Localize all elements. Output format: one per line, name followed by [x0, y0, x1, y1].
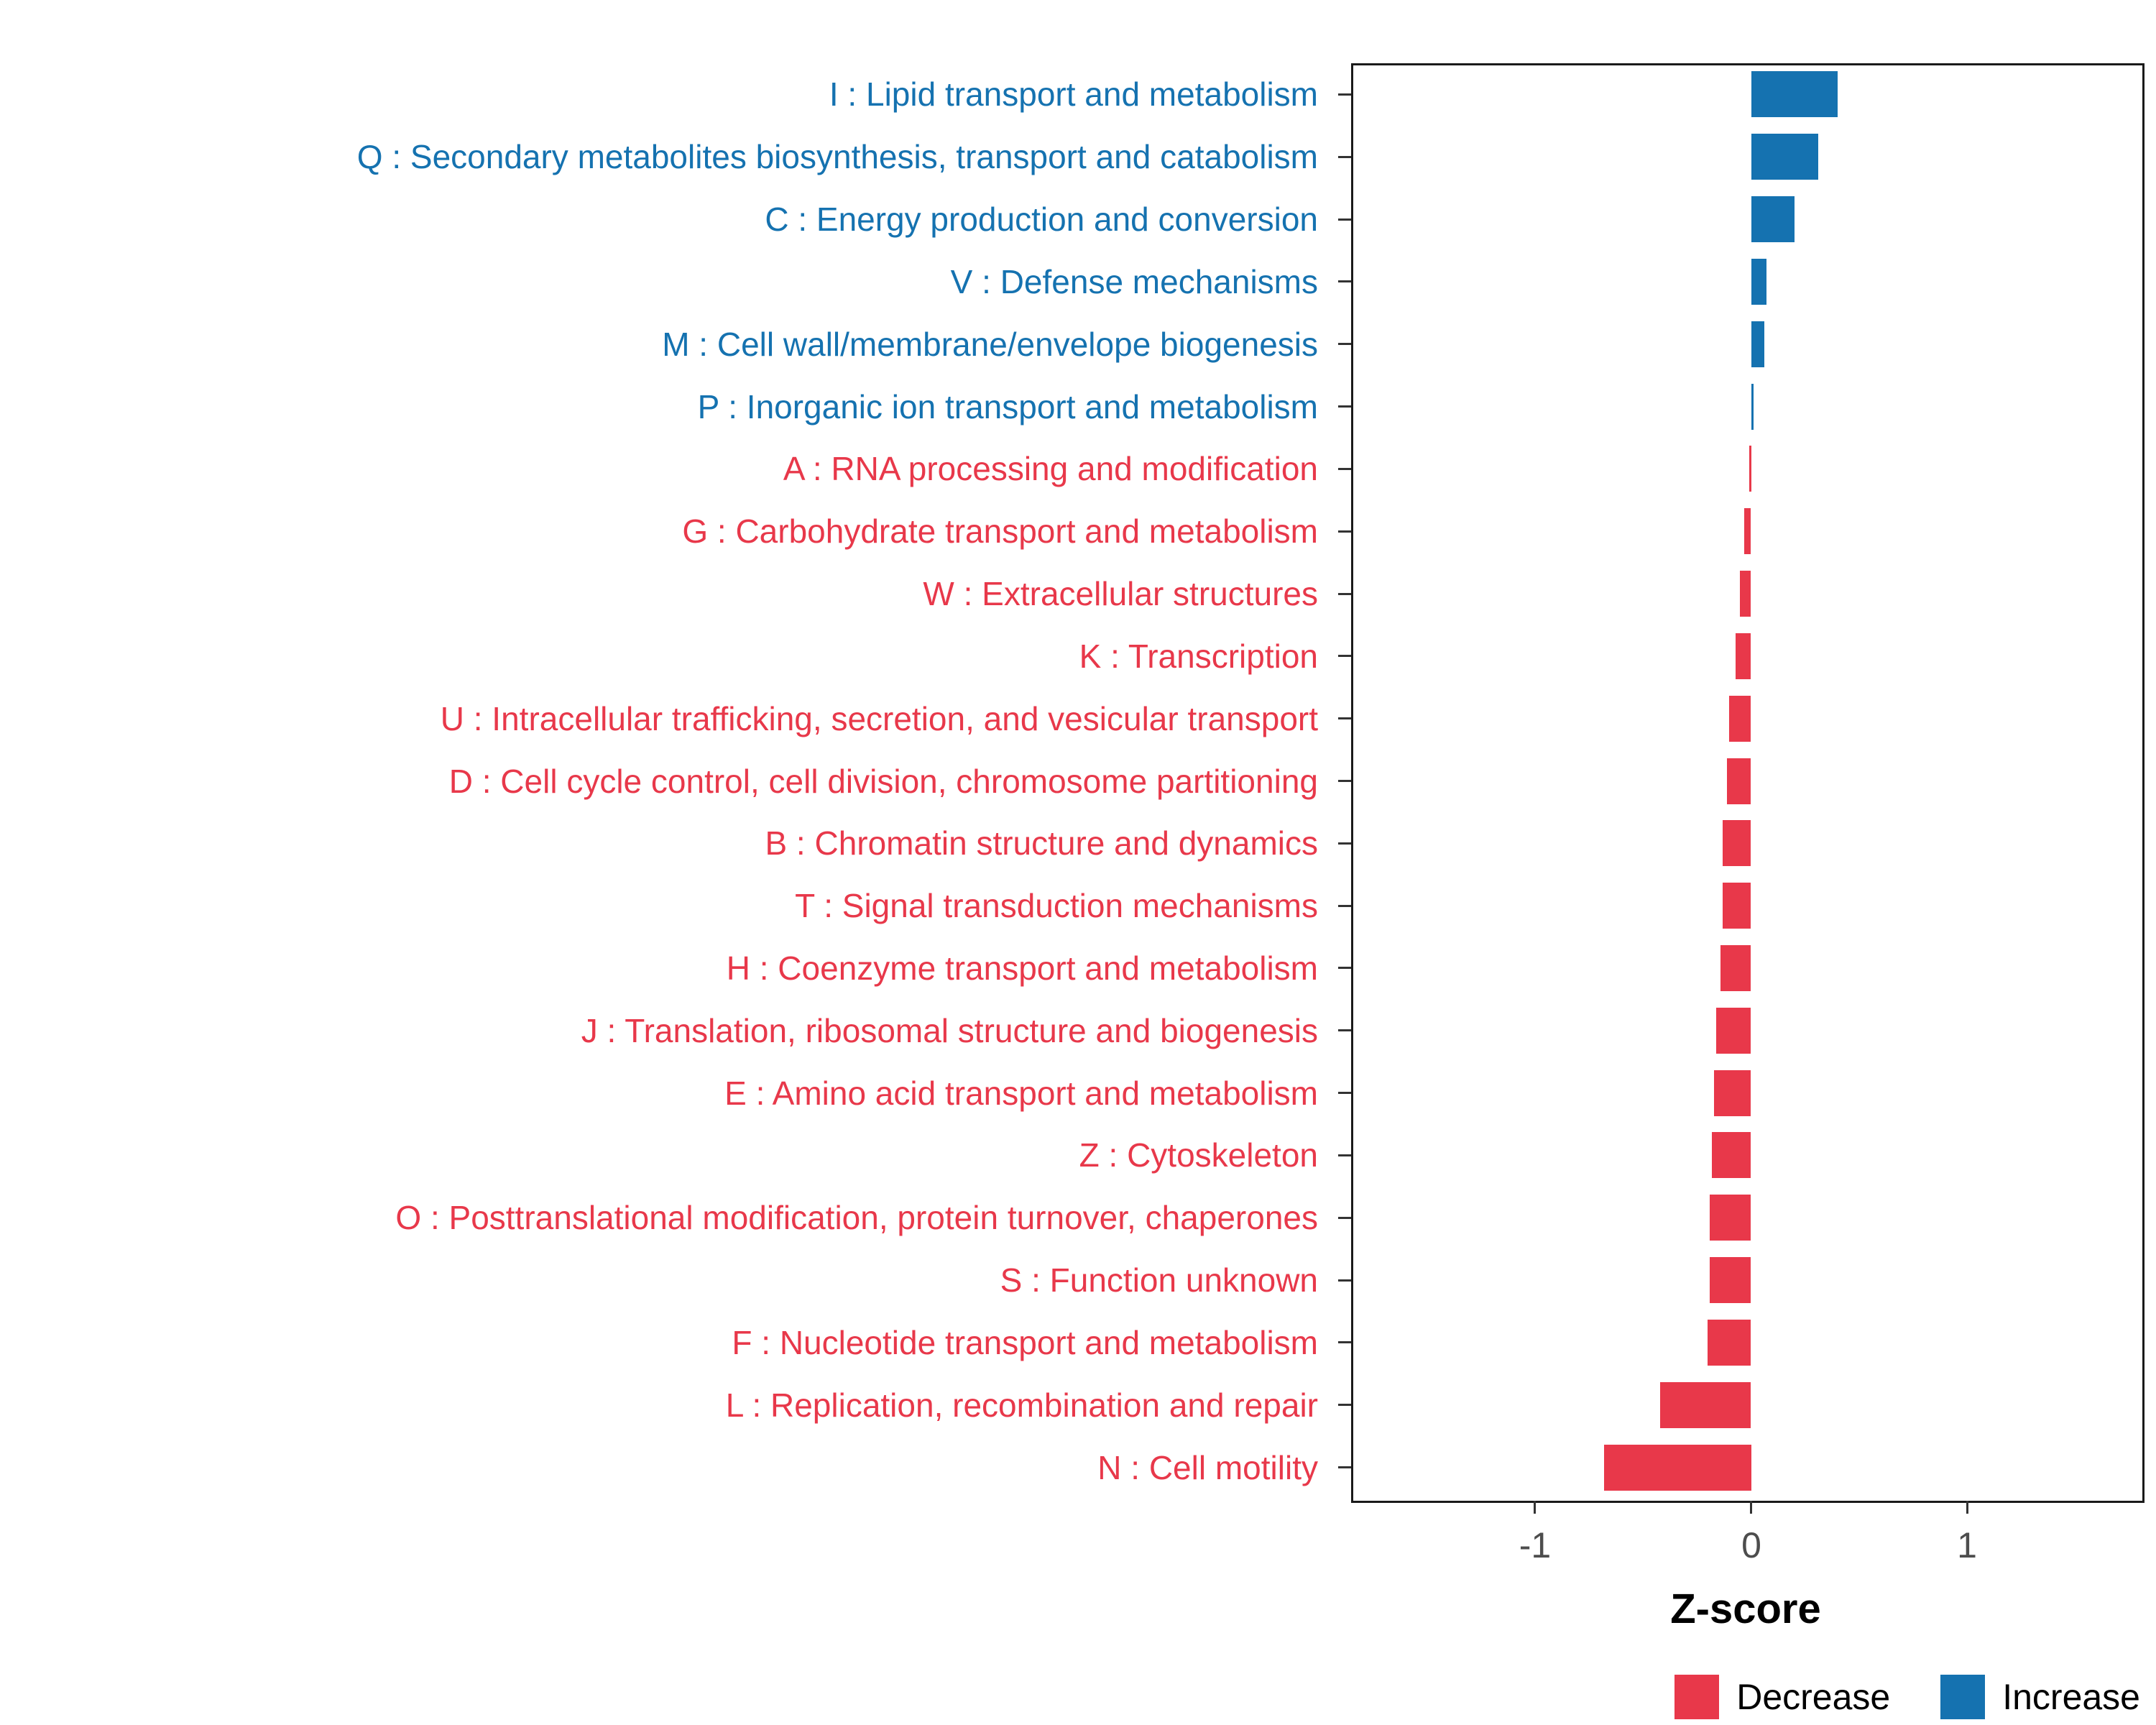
- y-axis-label: C : Energy production and conversion: [765, 201, 1318, 238]
- legend: Decrease Increase: [1674, 1675, 2140, 1719]
- bar: [1751, 71, 1838, 117]
- y-axis-label: I : Lipid transport and metabolism: [829, 75, 1318, 113]
- bar: [1751, 134, 1818, 180]
- y-axis-label: K : Transcription: [1079, 638, 1318, 675]
- bar: [1723, 820, 1751, 866]
- y-axis-label: H : Coenzyme transport and metabolism: [726, 949, 1318, 987]
- y-tick-mark: [1338, 93, 1351, 96]
- y-axis-label: Q : Secondary metabolites biosynthesis, …: [356, 138, 1318, 175]
- y-tick-mark: [1338, 655, 1351, 657]
- y-axis-label: E : Amino acid transport and metabolism: [724, 1075, 1318, 1112]
- y-axis-label: A : RNA processing and modification: [783, 450, 1318, 487]
- x-axis-title: Z-score: [1670, 1586, 1821, 1632]
- y-tick-mark: [1338, 1154, 1351, 1156]
- y-axis-label: D : Cell cycle control, cell division, c…: [448, 763, 1318, 800]
- bar: [1660, 1382, 1751, 1428]
- y-tick-mark: [1338, 530, 1351, 533]
- y-tick-mark: [1338, 593, 1351, 595]
- legend-entry-increase: Increase: [1940, 1675, 2140, 1719]
- bar: [1751, 259, 1766, 305]
- legend-label: Increase: [2002, 1677, 2140, 1717]
- bar: [1723, 883, 1751, 929]
- bar: [1714, 1070, 1751, 1116]
- x-tick-label: -1: [1519, 1525, 1552, 1565]
- legend-swatch-increase: [1940, 1675, 1986, 1719]
- bar: [1710, 1195, 1751, 1241]
- bar: [1751, 321, 1764, 367]
- y-axis-label: B : Chromatin structure and dynamics: [765, 824, 1318, 862]
- bar: [1604, 1445, 1751, 1491]
- y-tick-mark: [1338, 1404, 1351, 1406]
- y-axis-label: S : Function unknown: [1000, 1261, 1318, 1299]
- y-tick-mark: [1338, 967, 1351, 969]
- bar: [1720, 945, 1751, 991]
- y-tick-mark: [1338, 1341, 1351, 1343]
- y-tick-mark: [1338, 905, 1351, 907]
- legend-swatch-decrease: [1674, 1675, 1720, 1719]
- x-tick-label: 0: [1741, 1525, 1761, 1565]
- y-tick-mark: [1338, 218, 1351, 221]
- y-axis-label: M : Cell wall/membrane/envelope biogenes…: [662, 326, 1318, 363]
- y-axis-label: J : Translation, ribosomal structure and…: [581, 1012, 1318, 1049]
- y-axis-label: U : Intracellular trafficking, secretion…: [440, 700, 1318, 737]
- bar: [1708, 1320, 1751, 1366]
- y-axis-label: F : Nucleotide transport and metabolism: [732, 1324, 1318, 1361]
- y-tick-mark: [1338, 343, 1351, 345]
- bar: [1744, 508, 1751, 554]
- y-tick-mark: [1338, 717, 1351, 719]
- y-tick-mark: [1338, 1217, 1351, 1219]
- bar: [1710, 1257, 1751, 1303]
- legend-label: Decrease: [1736, 1677, 1891, 1717]
- y-axis-label: T : Signal transduction mechanisms: [795, 887, 1318, 924]
- y-axis-label: G : Carbohydrate transport and metabolis…: [682, 512, 1318, 550]
- bar: [1729, 696, 1751, 742]
- bar: [1751, 196, 1795, 242]
- x-tick-mark: [1534, 1501, 1536, 1514]
- bar: [1727, 758, 1751, 804]
- bar: [1751, 384, 1754, 430]
- bar: [1712, 1132, 1751, 1178]
- y-tick-mark: [1338, 1029, 1351, 1031]
- bar: [1749, 446, 1751, 492]
- y-axis-label: N : Cell motility: [1097, 1449, 1318, 1486]
- y-tick-mark: [1338, 280, 1351, 282]
- y-axis-label: V : Defense mechanisms: [950, 263, 1318, 300]
- y-tick-mark: [1338, 468, 1351, 470]
- y-axis-label: W : Extracellular structures: [923, 575, 1318, 612]
- legend-entry-decrease: Decrease: [1674, 1675, 1890, 1719]
- y-tick-mark: [1338, 780, 1351, 782]
- y-axis-label: O : Posttranslational modification, prot…: [395, 1199, 1318, 1236]
- x-tick-mark: [1966, 1501, 1968, 1514]
- y-tick-mark: [1338, 1466, 1351, 1468]
- y-axis-label: P : Inorganic ion transport and metaboli…: [697, 388, 1318, 426]
- y-axis-label: Z : Cytoskeleton: [1079, 1136, 1318, 1174]
- x-tick-mark: [1750, 1501, 1752, 1514]
- bar: [1740, 571, 1751, 617]
- y-tick-mark: [1338, 1279, 1351, 1282]
- y-tick-mark: [1338, 842, 1351, 845]
- bar: [1716, 1008, 1751, 1054]
- x-tick-label: 1: [1957, 1525, 1977, 1565]
- y-tick-mark: [1338, 1092, 1351, 1094]
- y-axis-label: L : Replication, recombination and repai…: [725, 1386, 1318, 1424]
- y-tick-mark: [1338, 156, 1351, 158]
- bar: [1736, 633, 1751, 679]
- y-tick-mark: [1338, 405, 1351, 408]
